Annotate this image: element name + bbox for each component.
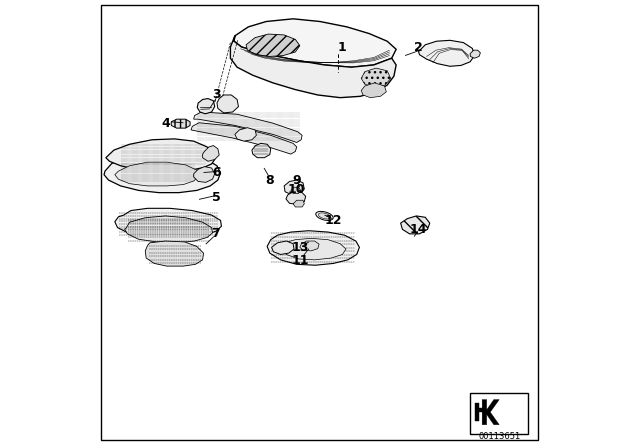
Polygon shape	[291, 187, 301, 194]
Polygon shape	[172, 119, 190, 128]
Text: 13: 13	[292, 241, 309, 254]
Polygon shape	[125, 216, 212, 243]
Polygon shape	[145, 241, 204, 266]
Text: 10: 10	[287, 182, 305, 196]
Polygon shape	[284, 180, 305, 195]
Polygon shape	[475, 403, 486, 421]
Polygon shape	[361, 83, 387, 98]
Polygon shape	[115, 208, 221, 237]
Text: 1: 1	[337, 40, 346, 54]
Polygon shape	[230, 36, 396, 98]
Text: 2: 2	[414, 41, 423, 55]
Text: 6: 6	[212, 166, 221, 180]
Text: 12: 12	[324, 214, 342, 227]
Polygon shape	[419, 40, 475, 66]
Polygon shape	[203, 146, 220, 161]
Polygon shape	[482, 400, 499, 425]
Polygon shape	[106, 139, 215, 171]
Polygon shape	[197, 99, 215, 114]
Polygon shape	[282, 238, 346, 260]
Ellipse shape	[316, 211, 333, 220]
Text: 3: 3	[212, 88, 221, 102]
Polygon shape	[194, 112, 302, 142]
Polygon shape	[401, 216, 430, 234]
Polygon shape	[194, 167, 215, 182]
Polygon shape	[246, 34, 300, 56]
Polygon shape	[286, 192, 306, 204]
Bar	[470, 393, 528, 434]
Polygon shape	[271, 241, 294, 254]
Polygon shape	[470, 50, 481, 58]
Polygon shape	[235, 128, 257, 141]
Text: 00113651: 00113651	[478, 432, 520, 441]
Polygon shape	[361, 68, 391, 87]
Ellipse shape	[318, 213, 331, 219]
Polygon shape	[300, 241, 319, 251]
Polygon shape	[267, 231, 360, 265]
Text: 4: 4	[161, 117, 170, 130]
Polygon shape	[252, 143, 271, 158]
Polygon shape	[293, 200, 305, 207]
Polygon shape	[217, 95, 239, 113]
Text: 7: 7	[211, 227, 220, 241]
Polygon shape	[191, 123, 297, 154]
Text: 11: 11	[292, 254, 310, 267]
Text: 8: 8	[266, 173, 274, 187]
Text: 14: 14	[410, 223, 428, 236]
Text: 9: 9	[292, 173, 301, 187]
Polygon shape	[234, 19, 396, 67]
Polygon shape	[115, 162, 199, 186]
Text: 5: 5	[212, 190, 220, 204]
Polygon shape	[104, 152, 221, 193]
